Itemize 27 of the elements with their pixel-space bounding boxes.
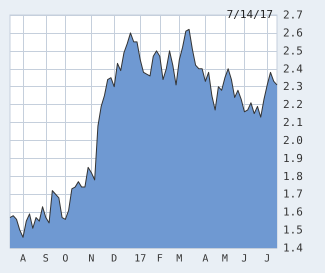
y-tick-label: 2.3 — [283, 80, 303, 94]
x-tick-label: S — [42, 254, 49, 264]
x-tick-label: M — [222, 254, 228, 264]
y-tick-label: 2.4 — [283, 62, 304, 76]
x-tick-label: A — [20, 254, 26, 264]
y-tick-label: 2.5 — [283, 44, 303, 58]
y-tick-label: 2.2 — [283, 98, 303, 112]
y-tick-label: 1.9 — [283, 152, 303, 165]
x-tick-label: M — [176, 254, 182, 264]
x-tick-label: 17 — [134, 254, 146, 264]
annotation: 7/14/17 — [226, 8, 273, 21]
y-tick-label: 1.8 — [283, 170, 303, 183]
y-tick-label: 2.7 — [283, 8, 303, 22]
x-tick-label: J — [264, 254, 270, 264]
y-tick-label: 2.6 — [283, 26, 303, 40]
y-tick-label: 1.5 — [283, 224, 303, 237]
x-tick-label: N — [88, 254, 94, 264]
x-tick-label: J — [241, 254, 248, 264]
x-tick-label: A — [202, 254, 208, 264]
y-tick-label: 1.7 — [283, 188, 303, 201]
x-tick-label: O — [62, 254, 68, 264]
x-tick-label: F — [156, 254, 163, 264]
y-tick-label: 1.4 — [283, 242, 304, 254]
y-tick-label: 2.0 — [283, 134, 303, 147]
y-tick-label: 2.1 — [283, 116, 303, 130]
y-tick-label: 1.6 — [283, 206, 303, 219]
x-tick-label: D — [111, 254, 118, 264]
